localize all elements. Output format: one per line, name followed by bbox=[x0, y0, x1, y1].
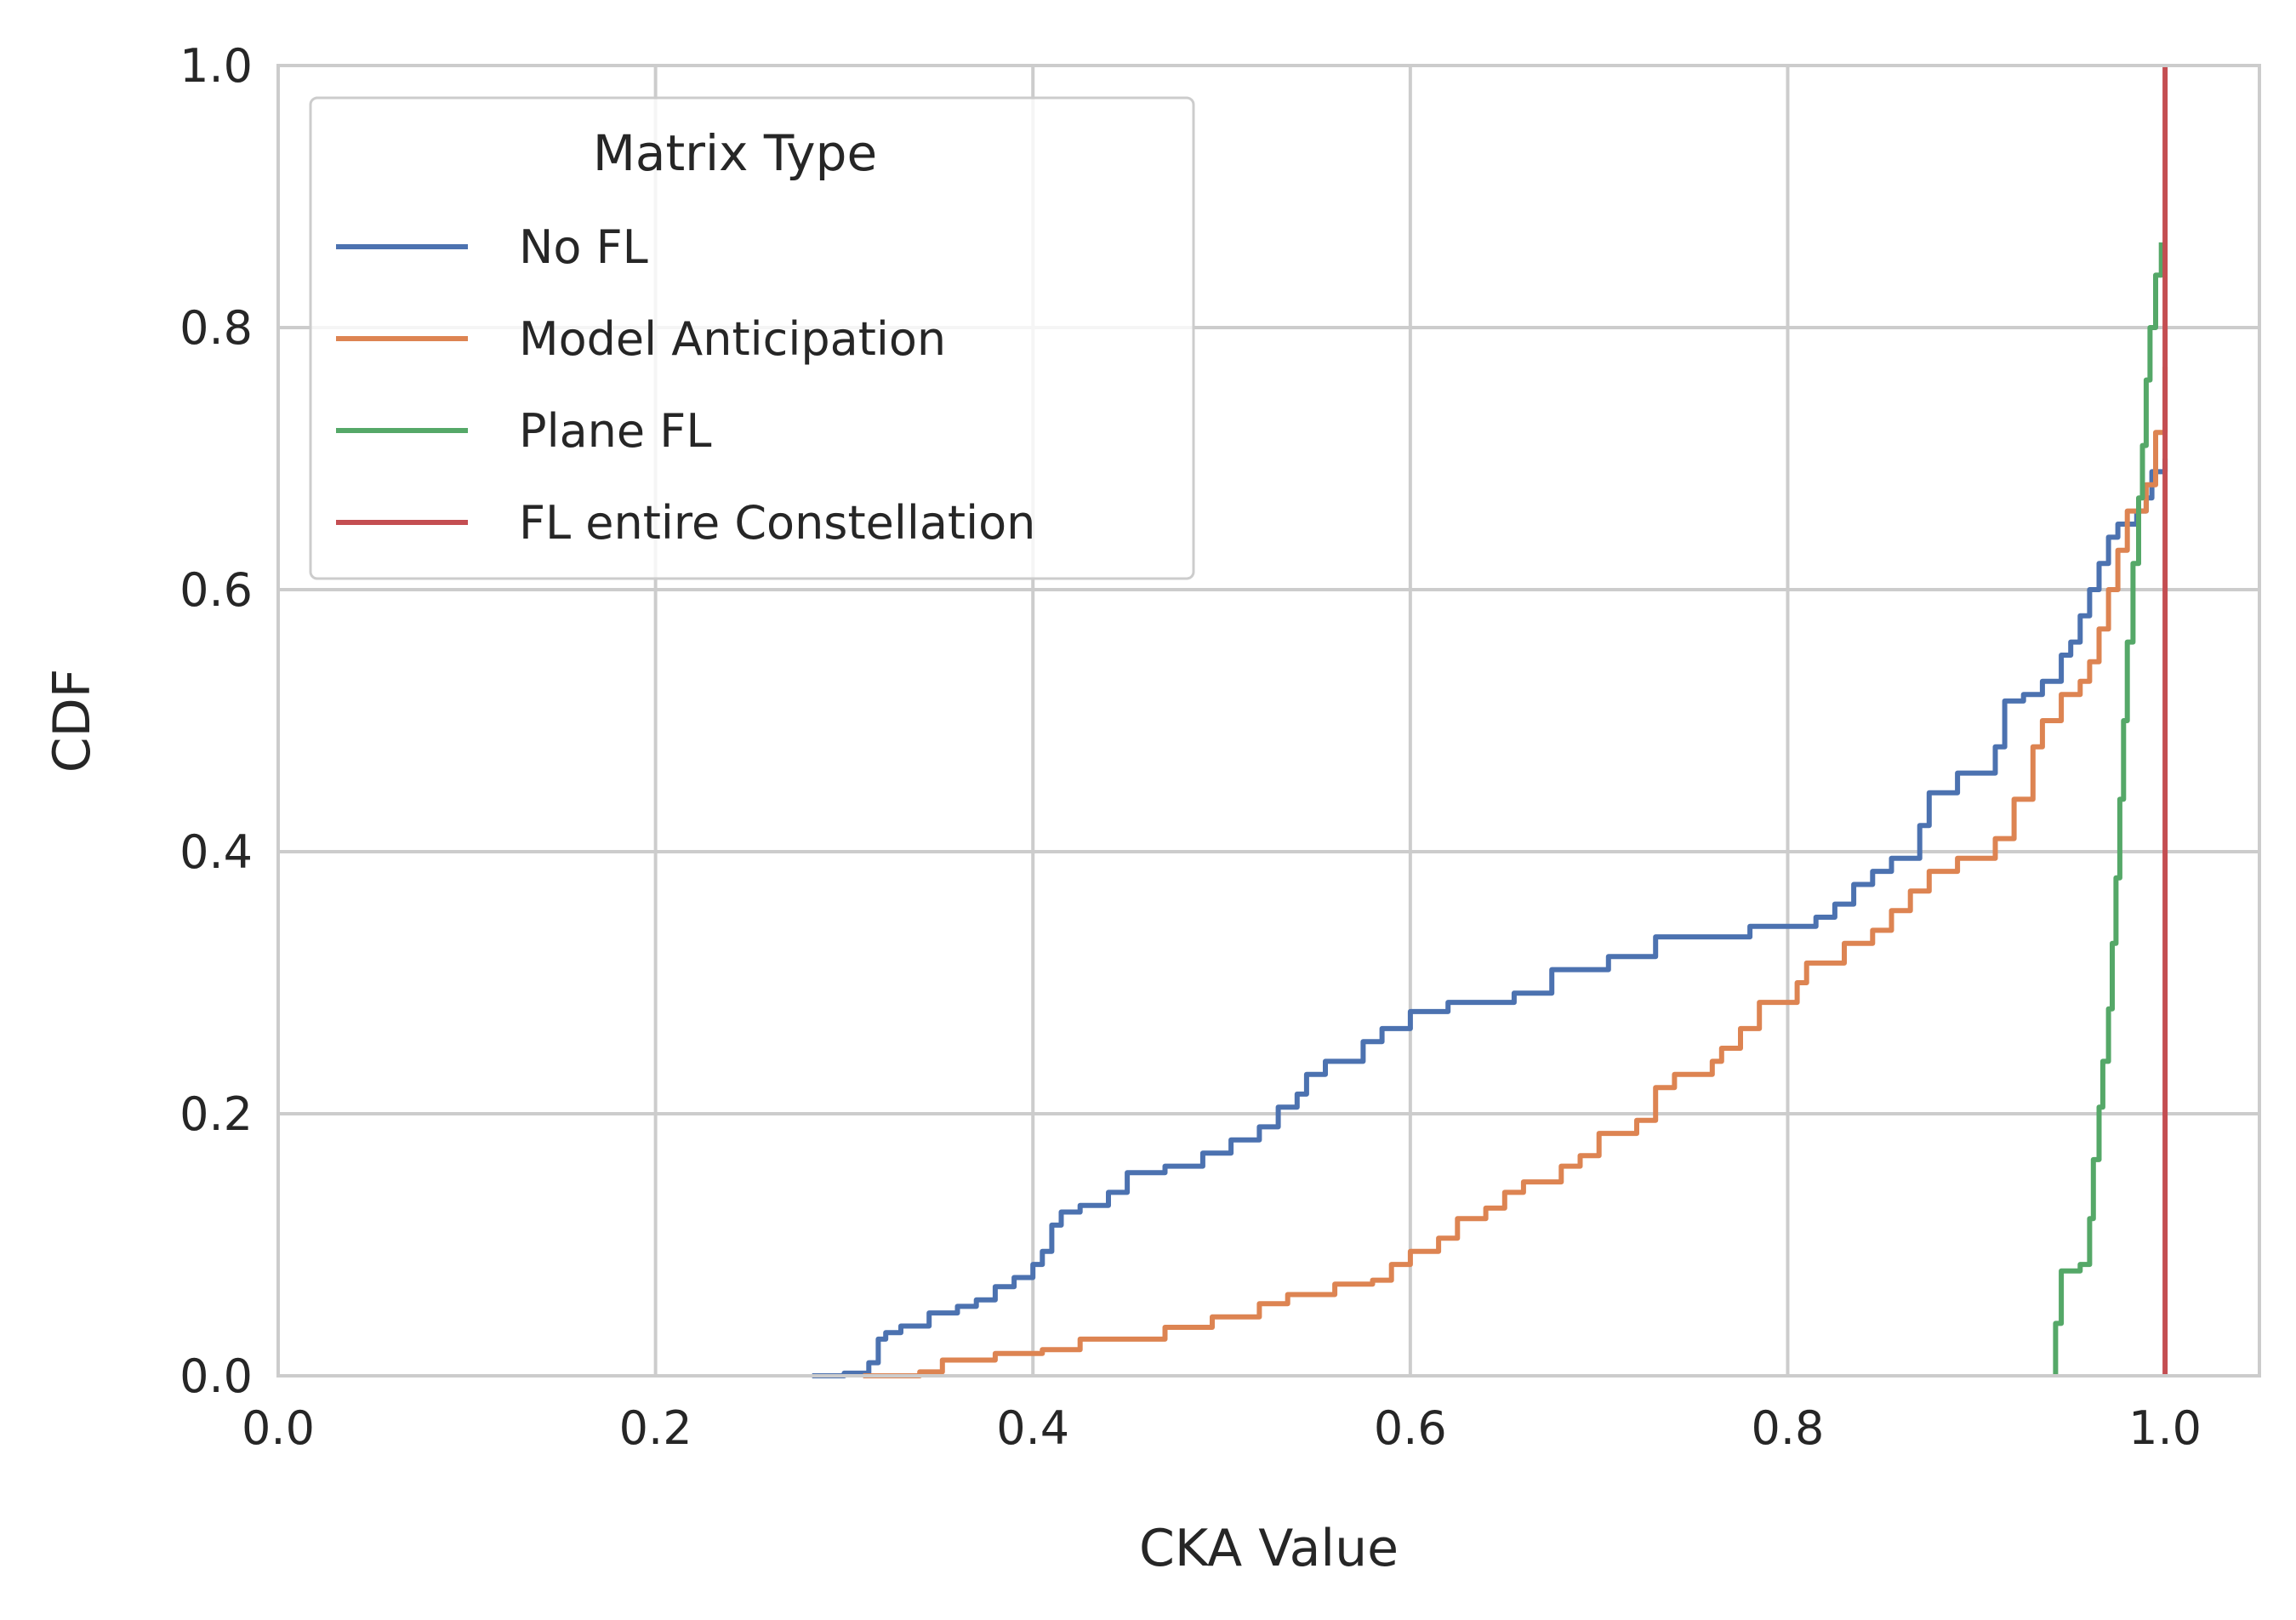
legend-label-fl-entire-constellation: FL entire Constellation bbox=[519, 496, 1035, 550]
legend-title: Matrix Type bbox=[593, 124, 877, 182]
series-lines bbox=[812, 66, 2168, 1378]
plot-frame bbox=[276, 64, 2261, 1378]
x-tick-label: 0.4 bbox=[996, 1401, 1069, 1455]
x-tick-label: 0.6 bbox=[1374, 1401, 1447, 1455]
legend-box bbox=[309, 96, 1195, 580]
y-tick-label: 0.0 bbox=[179, 1349, 253, 1403]
x-tick-labels: 0.0 0.2 0.4 0.6 0.8 1.0 bbox=[242, 1401, 2202, 1455]
y-tick-label: 0.2 bbox=[179, 1087, 253, 1141]
y-tick-label: 0.6 bbox=[179, 563, 253, 617]
legend-items: No FL Model Anticipation Plane FL FL entire… bbox=[336, 220, 1035, 550]
y-tick-label: 0.8 bbox=[179, 301, 253, 355]
series-line-model-anticipation bbox=[863, 367, 2168, 1378]
series-line-plane-fl bbox=[2053, 242, 2164, 1376]
series-line-no-fl bbox=[812, 459, 2168, 1378]
x-tick-label: 0.8 bbox=[1752, 1401, 1825, 1455]
legend: Matrix Type No FL Model Anticipation Plane… bbox=[309, 96, 1195, 580]
legend-label-no-fl: No FL bbox=[519, 220, 648, 274]
x-axis-label: CKA Value bbox=[1139, 1519, 1399, 1578]
legend-label-model-anticipation: Model Anticipation bbox=[519, 312, 946, 366]
y-tick-label: 0.4 bbox=[179, 825, 253, 879]
x-tick-label: 1.0 bbox=[2128, 1401, 2202, 1455]
x-tick-label: 0.0 bbox=[242, 1401, 315, 1455]
legend-label-plane-fl: Plane FL bbox=[519, 404, 711, 458]
x-tick-label: 0.2 bbox=[619, 1401, 692, 1455]
y-tick-label: 1.0 bbox=[179, 39, 253, 93]
y-tick-labels: 0.0 0.2 0.4 0.6 0.8 1.0 bbox=[179, 39, 253, 1403]
y-axis-label: CDF bbox=[43, 669, 102, 773]
